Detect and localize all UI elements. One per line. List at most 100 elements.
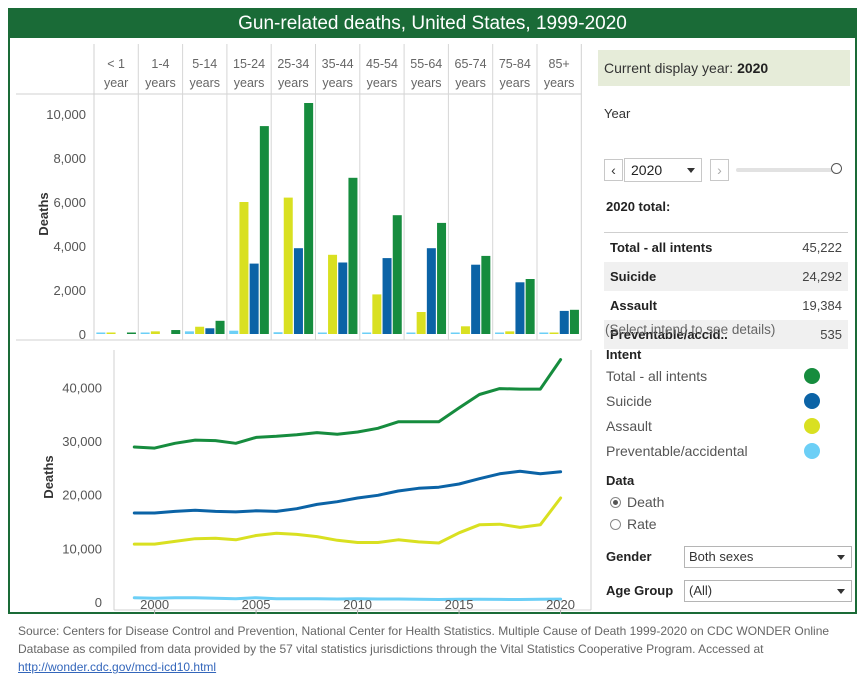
age-group-label: < 1 <box>107 57 125 71</box>
age-group-select[interactable]: (All) <box>684 580 852 602</box>
gender-select-value: Both sexes <box>689 549 754 564</box>
bar <box>559 310 569 334</box>
totals-row-value: 24,292 <box>802 269 842 284</box>
series-line <box>132 496 563 546</box>
bar <box>239 202 249 334</box>
bar <box>171 330 181 334</box>
x-tick-label: 2010 <box>343 597 372 612</box>
age-group-label: years <box>500 76 531 90</box>
previous-year-button[interactable]: ‹ <box>604 159 623 181</box>
bar <box>416 312 426 334</box>
bar <box>317 332 327 334</box>
age-group-label: years <box>145 76 176 90</box>
totals-row-value: 45,222 <box>802 240 842 255</box>
legend-item-suicide[interactable]: Suicide <box>606 390 820 412</box>
y-tick-label: 6,000 <box>53 195 86 210</box>
death-radio[interactable] <box>610 497 621 508</box>
source-link[interactable]: http://wonder.cdc.gov/mcd-icd10.html <box>18 660 217 674</box>
rate-radio-label: Rate <box>627 516 657 532</box>
totals-row[interactable]: Assault 19,384 <box>604 291 848 320</box>
age-group-label: 1-4 <box>151 57 169 71</box>
bar <box>229 330 239 334</box>
bar <box>273 332 283 334</box>
bar <box>205 328 215 334</box>
display-year-label: Current display year: <box>604 60 734 76</box>
totals-table: Total - all intents 45,222 Suicide 24,29… <box>604 232 848 349</box>
select-intent-hint: (Select intend to see details) <box>605 322 776 337</box>
age-group-bar-chart[interactable]: < 1 year 1-4 years 5-14 years 15-24 years 25-34 y… <box>16 44 592 344</box>
control-panel: Current display year: 2020 Year ‹ 2020 ›… <box>598 46 852 606</box>
series-line <box>132 596 563 601</box>
year-select-value: 2020 <box>631 162 663 178</box>
bar <box>437 222 447 334</box>
totals-row-name: Assault <box>610 298 657 313</box>
bar <box>140 332 150 334</box>
bar <box>215 320 225 334</box>
bar <box>304 103 314 334</box>
deaths-trend-line-chart[interactable]: 0 10,000 20,000 30,000 40,000 Deaths <box>16 344 592 614</box>
bar <box>362 332 372 334</box>
gender-select[interactable]: Both sexes <box>684 546 852 568</box>
x-tick-label: 2000 <box>140 597 169 612</box>
bar <box>184 331 194 334</box>
year-slider-thumb[interactable] <box>831 163 842 174</box>
age-group-label: 75-84 <box>499 57 531 71</box>
age-group-label: year <box>104 76 128 90</box>
display-year-value: 2020 <box>737 60 769 76</box>
year-select[interactable]: 2020 <box>624 158 702 182</box>
chevron-down-icon <box>687 168 695 173</box>
legend-swatch <box>804 368 820 384</box>
bar <box>426 248 436 334</box>
totals-row[interactable]: Total - all intents 45,222 <box>604 233 848 262</box>
year-slider-track[interactable] <box>736 168 836 172</box>
totals-row[interactable]: Suicide 24,292 <box>604 262 848 291</box>
legend-item-total[interactable]: Total - all intents <box>606 365 820 387</box>
bar <box>495 332 505 334</box>
bar <box>392 215 402 334</box>
age-group-select-value: (All) <box>689 583 713 598</box>
bar <box>539 332 549 334</box>
bar <box>259 126 269 334</box>
charts-area: < 1 year 1-4 years 5-14 years 15-24 years 25-34 y… <box>16 44 592 614</box>
bar <box>283 197 293 334</box>
totals-row-name: Suicide <box>610 269 657 284</box>
x-tick-label: 2015 <box>445 597 474 612</box>
age-group-label: Age Group <box>606 583 674 598</box>
series-line <box>132 358 563 450</box>
bar <box>106 332 116 334</box>
bar <box>150 331 160 334</box>
x-tick-label: 2020 <box>546 597 575 612</box>
bar <box>515 282 525 334</box>
next-year-button[interactable]: › <box>710 159 729 181</box>
current-display-year: Current display year: 2020 <box>598 50 850 86</box>
age-group-label: years <box>234 76 265 90</box>
legend-label: Assault <box>606 418 652 434</box>
source-text: Source: Centers for Disease Control and … <box>18 624 830 656</box>
bar <box>372 294 382 334</box>
death-radio-label: Death <box>627 494 665 510</box>
bar <box>549 332 559 334</box>
bar <box>450 332 460 334</box>
bar <box>328 254 338 334</box>
y-tick-label: 0 <box>95 595 102 610</box>
totals-row-value: 19,384 <box>802 298 842 313</box>
age-group-label: 45-54 <box>366 57 398 71</box>
age-group-label: 85+ <box>549 57 570 71</box>
y-tick-label: 10,000 <box>46 107 86 122</box>
y-tick-label: 40,000 <box>62 381 102 396</box>
dashboard-title: Gun-related deaths, United States, 1999-… <box>10 10 855 38</box>
totals-row-name: Total - all intents <box>610 240 713 255</box>
legend-item-assault[interactable]: Assault <box>606 415 820 437</box>
age-group-label: years <box>189 76 220 90</box>
rate-radio[interactable] <box>610 519 621 530</box>
series-line <box>132 469 563 515</box>
bar <box>505 331 515 334</box>
age-group-label: years <box>455 76 486 90</box>
bar <box>249 263 259 334</box>
legend-item-preventable[interactable]: Preventable/accidental <box>606 440 820 462</box>
chevron-left-icon: ‹ <box>611 162 616 178</box>
totals-row[interactable]: Preventable/accid.. 535 <box>604 320 848 349</box>
y-tick-label: 30,000 <box>62 434 102 449</box>
legend-label: Suicide <box>606 393 652 409</box>
bar <box>126 332 136 334</box>
